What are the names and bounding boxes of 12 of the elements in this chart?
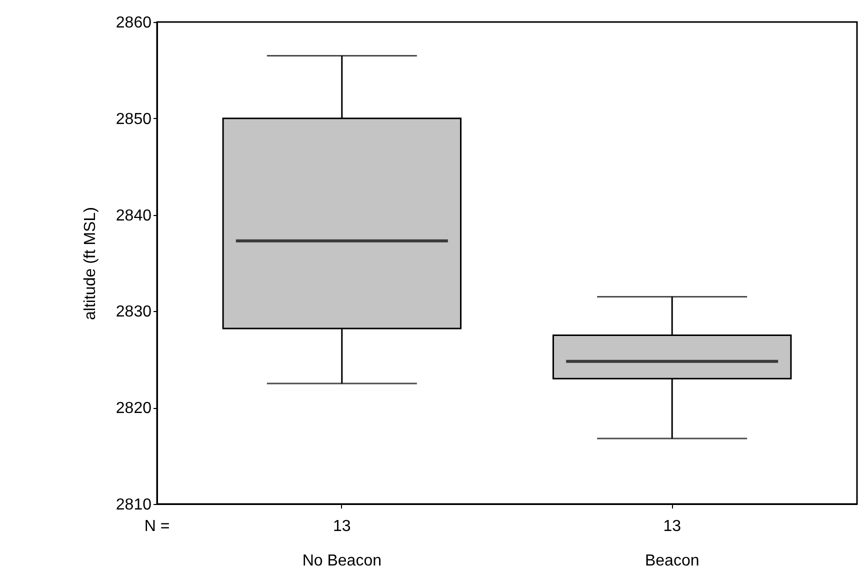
x-tick-label: No Beacon	[302, 552, 382, 570]
text: N =	[144, 518, 170, 535]
y-tick-label: 2840	[116, 207, 152, 224]
y-tick-label: 2860	[116, 14, 152, 32]
y-tick-label: 2830	[116, 304, 152, 321]
y-tick-label: 2850	[116, 110, 152, 128]
y-tick-label: 2810	[116, 496, 152, 514]
annotation: 13	[333, 518, 351, 535]
y-axis-title: altitude (ft MSL)	[82, 207, 99, 320]
x-tick-label: Beacon	[644, 552, 700, 570]
y-tick-label: 2820	[116, 400, 152, 418]
annotation: 13	[663, 518, 682, 535]
